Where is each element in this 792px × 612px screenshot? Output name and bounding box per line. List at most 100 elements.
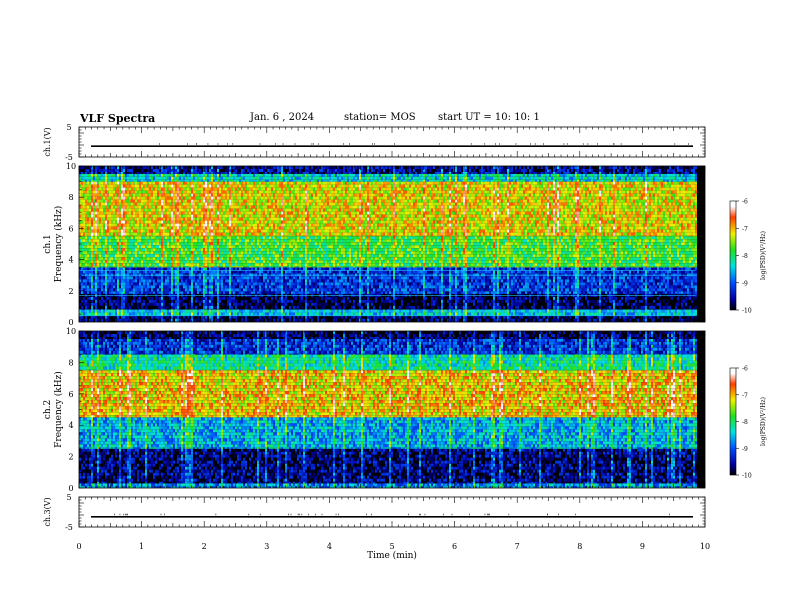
- spectrogram-cell: [189, 205, 191, 209]
- spectrogram-cell: [231, 291, 233, 294]
- spectrogram-cell: [187, 187, 189, 191]
- spectrogram-cell: [233, 232, 235, 236]
- spectrogram-cell: [153, 220, 155, 224]
- spectrogram-cell: [191, 232, 193, 236]
- spectrogram-cell: [239, 196, 241, 200]
- spectrogram-cell: [223, 232, 225, 236]
- spectrogram-cell: [127, 217, 129, 221]
- spectrogram-cell: [219, 299, 221, 303]
- spectrogram-cell: [197, 248, 199, 252]
- spectrogram-cell: [81, 315, 83, 319]
- spectrogram-cell: [85, 318, 87, 322]
- spectrogram-cell: [133, 169, 135, 172]
- spectrogram-cell: [181, 223, 183, 227]
- spectrogram-cell: [145, 169, 147, 172]
- spectrogram-cell: [225, 266, 227, 268]
- spectrogram-cell: [151, 282, 153, 286]
- spectrogram-cell: [219, 270, 221, 274]
- spectrogram-cell: [215, 305, 217, 309]
- spectrogram-cell: [127, 232, 129, 236]
- spectrogram-cell: [133, 187, 135, 191]
- spectrogram-cell: [163, 263, 165, 267]
- spectrogram-cell: [205, 282, 207, 286]
- spectrogram-cell: [143, 242, 145, 246]
- spectrogram-cell: [135, 266, 137, 268]
- spectrogram-cell: [197, 288, 199, 292]
- spectrogram-cell: [241, 181, 243, 185]
- spectrogram-cell: [87, 199, 89, 203]
- spectrogram-cell: [161, 166, 163, 169]
- spectrogram-cell: [133, 242, 135, 246]
- spectrogram-cell: [211, 245, 213, 249]
- spectrogram-cell: [223, 296, 225, 300]
- spectrogram-cell: [113, 299, 115, 303]
- spectrogram-cell: [211, 260, 213, 264]
- spectrogram-cell: [117, 190, 119, 194]
- spectrogram-cell: [159, 166, 161, 169]
- spectrogram-cell: [231, 172, 233, 174]
- spectrogram-cell: [227, 318, 229, 322]
- spectrogram-cell: [215, 236, 217, 240]
- spectrogram-cell: [159, 226, 161, 230]
- spectrogram-cell: [119, 190, 121, 194]
- spectrogram-cell: [123, 184, 125, 188]
- spectrogram-cell: [137, 232, 139, 236]
- spectrogram-cell: [115, 235, 117, 237]
- spectrogram-cell: [81, 245, 83, 249]
- spectrogram-cell: [169, 279, 171, 283]
- spectrogram-cell: [171, 190, 173, 194]
- spectrogram-cell: [185, 235, 187, 237]
- spectrogram-cell: [161, 172, 163, 174]
- spectrogram-cell: [233, 214, 235, 218]
- spectrogram-cell: [121, 208, 123, 212]
- spectrogram-cell: [189, 208, 191, 212]
- spectrogram-cell: [117, 251, 119, 255]
- spectrogram-cell: [167, 245, 169, 249]
- spectrogram-cell: [187, 196, 189, 200]
- spectrogram-cell: [123, 202, 125, 206]
- spectrogram-cell: [183, 279, 185, 283]
- spectrogram-cell: [133, 196, 135, 200]
- spectrogram-cell: [231, 285, 233, 289]
- spectrogram-cell: [179, 181, 181, 185]
- spectrogram-cell: [79, 270, 81, 274]
- spectrogram-cell: [101, 291, 103, 294]
- spectrogram-cell: [191, 282, 193, 286]
- spectrogram-cell: [113, 235, 115, 237]
- spectrogram-cell: [143, 229, 145, 233]
- spectrogram-cell: [237, 232, 239, 236]
- spectrogram-cell: [139, 302, 141, 306]
- spectrogram-cell: [127, 279, 129, 283]
- spectrogram-cell: [209, 187, 211, 191]
- spectrogram-cell: [147, 302, 149, 306]
- spectrogram-cell: [239, 166, 241, 169]
- spectrogram-cell: [157, 214, 159, 218]
- spectrogram-cell: [141, 169, 143, 172]
- spectrogram-cell: [149, 235, 151, 237]
- spectrogram-cell: [213, 305, 215, 309]
- spectrogram-cell: [185, 291, 187, 294]
- spectrogram-cell: [141, 270, 143, 274]
- spectrogram-cell: [225, 285, 227, 289]
- spectrogram-cell: [239, 169, 241, 172]
- spectrogram-cell: [157, 176, 159, 180]
- spectrogram-cell: [109, 187, 111, 191]
- spectrogram-cell: [179, 285, 181, 289]
- spectrogram-cell: [199, 239, 201, 243]
- spectrogram-cell: [213, 251, 215, 255]
- spectrogram-cell: [141, 305, 143, 309]
- spectrogram-cell: [129, 299, 131, 303]
- spectrogram-cell: [79, 193, 81, 197]
- spectrogram-cell: [93, 169, 95, 172]
- spectrogram-cell: [189, 276, 191, 280]
- spectrogram-cell: [213, 208, 215, 212]
- spectrogram-cell: [221, 190, 223, 194]
- spectrogram-cell: [155, 242, 157, 246]
- spectrogram-cell: [137, 179, 139, 182]
- spectrogram-cell: [155, 232, 157, 236]
- spectrogram-cell: [219, 214, 221, 218]
- spectrogram-cell: [79, 308, 81, 310]
- spectrogram-cell: [235, 172, 237, 174]
- spectrogram-cell: [207, 211, 209, 215]
- spectrogram-cell: [203, 187, 205, 191]
